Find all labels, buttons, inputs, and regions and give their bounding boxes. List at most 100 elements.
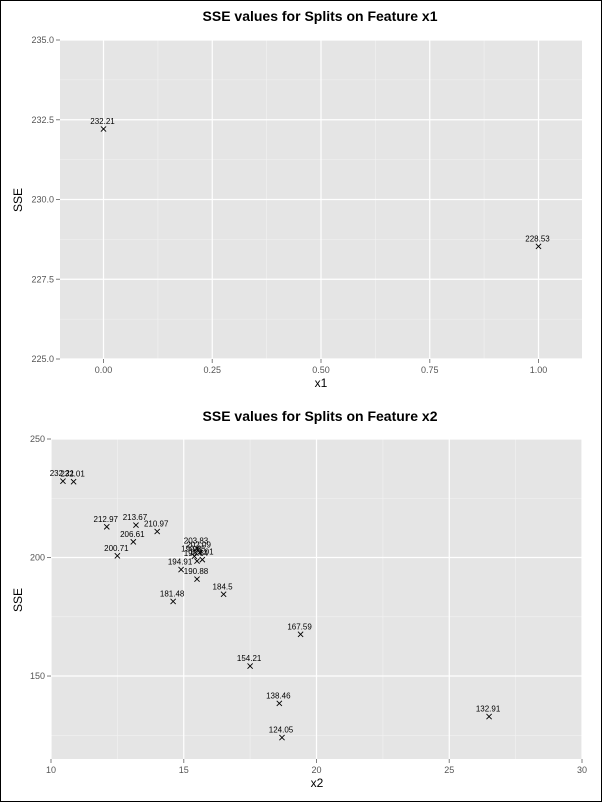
- chart-2-point: 184.5: [213, 582, 234, 598]
- chart-2-point: 200.71: [104, 544, 129, 559]
- chart-1-tick-label-x: 0.25: [203, 365, 221, 375]
- chart-1-tick-label-y: 235.0: [31, 35, 54, 45]
- chart-2-point-marker: [133, 522, 139, 529]
- chart-1-xlabel: x1: [315, 376, 328, 390]
- chart-2-point-marker: [130, 538, 137, 545]
- chart-2-point-label: 138.46: [266, 691, 291, 700]
- chart-2-point-label: 203.83: [184, 536, 209, 545]
- chart-2-point-marker: [196, 549, 203, 556]
- chart-2-point-label: 206.61: [120, 530, 145, 539]
- chart-2-point-marker: [60, 478, 66, 485]
- chart-1-point: 228.53: [525, 234, 550, 250]
- chart-2-tick-label-x: 10: [46, 765, 56, 775]
- chart-1-point-label: 232.21: [90, 117, 115, 126]
- chart-2-tick-label-y: 200: [30, 553, 45, 563]
- chart-2-tick-label-x: 15: [179, 765, 189, 775]
- chart-2-title: SSE values for Splits on Feature x2: [203, 408, 438, 424]
- chart-1-point-marker: [535, 243, 542, 250]
- chart-2-point-label: 202.09: [186, 541, 211, 550]
- chart-2-point: 194.91: [168, 558, 193, 573]
- chart-2-point-marker: [194, 545, 200, 552]
- chart-2-point-marker: [114, 552, 121, 559]
- chart-1-tick-label-y: 232.5: [31, 115, 54, 125]
- chart-1-tick-label-x: 0.50: [312, 365, 330, 375]
- chart-1-title: SSE values for Splits on Feature x1: [203, 8, 438, 24]
- chart-2-point: 124.05: [269, 726, 294, 741]
- chart-1-point-marker: [100, 126, 107, 132]
- chart-2-point-marker: [486, 713, 492, 720]
- chart-2-point: 232.01: [60, 470, 85, 485]
- chart-2-point-marker: [178, 566, 185, 573]
- chart-2-point-label: 124.05: [269, 726, 294, 735]
- chart-1: SSE values for Splits on Feature x1 0.00…: [11, 8, 582, 390]
- chart-2-point-marker: [191, 553, 198, 560]
- chart-2-point-label: 199.85: [181, 544, 206, 553]
- chart-2-point: 212.97: [94, 515, 119, 530]
- chart-1-tick-label-x: 0.00: [95, 365, 113, 375]
- chart-2-point-label: 232.21: [50, 469, 75, 478]
- chart-2-point: 213.67: [123, 513, 148, 529]
- chart-2-point-label: 213.67: [123, 513, 148, 522]
- chart-2-point-marker: [247, 663, 254, 669]
- chart-2-point-label: 210.97: [144, 520, 169, 529]
- chart-2-point-label: 194.91: [168, 558, 193, 567]
- chart-2-point-marker: [194, 558, 200, 564]
- chart-2-tick-label-y: 150: [30, 671, 45, 681]
- chart-2-point: 210.97: [144, 520, 169, 535]
- chart-2-point-label: 181.48: [160, 589, 185, 598]
- chart-2-point-label: 199.01: [189, 548, 214, 557]
- chart-1-points: 232.21 228.53: [90, 117, 550, 250]
- chart-2-point: 199.85: [181, 544, 206, 560]
- chart-1-tick-label-y: 227.5: [31, 274, 54, 284]
- chart-1-ticks: 0.00 0.25 0.50 0.75 1.00 225.0 227.5 230.0 232.5…: [31, 35, 547, 375]
- chart-2-point-marker: [70, 478, 77, 485]
- chart-2-point-marker: [194, 576, 200, 583]
- chart-1-tick-label-y: 225.0: [31, 354, 54, 364]
- chart-1-ylabel: SSE: [11, 188, 25, 212]
- chart-2-point-marker: [199, 556, 206, 563]
- chart-1-point-label: 228.53: [525, 234, 550, 243]
- chart-2-point: 167.59: [287, 622, 312, 638]
- chart-2-point-label: 154.21: [237, 654, 262, 663]
- chart-1-point: 232.21: [90, 117, 115, 132]
- chart-2-point-label: 184.5: [213, 582, 234, 591]
- chart-2-point-label: 198.64: [184, 549, 209, 558]
- chart-2-point: 198.64: [184, 549, 209, 564]
- chart-2-point: 132.91: [476, 705, 501, 720]
- chart-2-point: 206.61: [120, 530, 145, 545]
- chart-2-point-label: 200.71: [104, 544, 129, 553]
- chart-2: SSE values for Splits on Feature x2 10 15…: [11, 408, 587, 790]
- chart-2-point-label: 190.88: [184, 567, 209, 576]
- chart-2-point-marker: [103, 523, 110, 530]
- chart-2-point: 190.88: [184, 567, 209, 583]
- chart-2-point: 232.21: [50, 469, 75, 485]
- chart-2-point: 181.48: [160, 589, 185, 605]
- chart-1-grid: [60, 39, 582, 360]
- chart-2-point-marker: [220, 591, 227, 598]
- chart-2-point: 138.46: [266, 691, 291, 707]
- chart-2-point-label: 232.01: [60, 470, 85, 479]
- chart-2-grid: [50, 438, 583, 759]
- chart-1-tick-label-x: 1.00: [530, 365, 548, 375]
- chart-2-tick-label-x: 20: [311, 765, 321, 775]
- chart-1-tick-label-y: 230.0: [31, 195, 54, 205]
- chart-2-point-label: 167.59: [287, 622, 312, 631]
- chart-2-point-marker: [276, 700, 283, 707]
- chart-2-ylabel: SSE: [11, 588, 25, 612]
- chart-2-xlabel: x2: [311, 776, 324, 790]
- chart-1-tick-label-x: 0.75: [421, 365, 439, 375]
- chart-2-point-label: 132.91: [476, 705, 501, 714]
- chart-2-point: 203.83: [184, 536, 209, 552]
- chart-2-tick-label-x: 30: [577, 765, 587, 775]
- chart-2-point: 199.01: [189, 548, 214, 563]
- chart-2-point-marker: [297, 631, 304, 638]
- chart-2-point-marker: [154, 528, 161, 535]
- chart-2-point: 154.21: [237, 654, 262, 669]
- chart-2-tick-label-y: 250: [30, 434, 45, 444]
- chart-2-point-marker: [170, 598, 177, 605]
- chart-2-tick-label-x: 25: [444, 765, 454, 775]
- chart-2-point-label: 212.97: [94, 515, 119, 524]
- chart-2-ticks: 10 15 20 25 30 150 200 250: [30, 434, 587, 775]
